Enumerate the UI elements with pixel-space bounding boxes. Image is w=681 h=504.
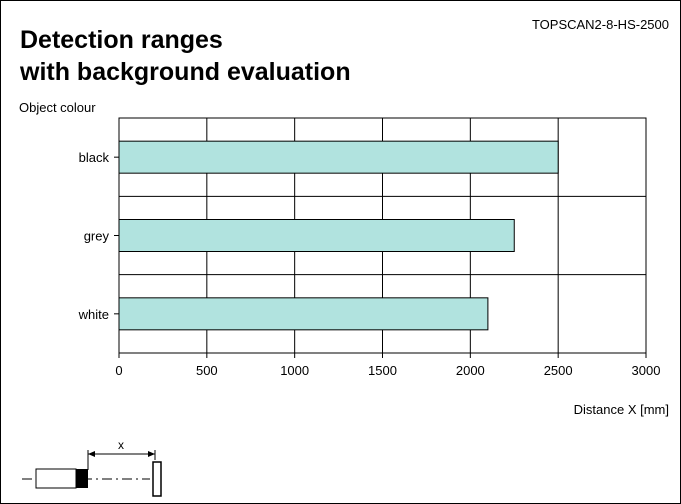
chart-title-line-1: Detection ranges (20, 26, 223, 54)
x-tick-label: 3000 (632, 363, 661, 378)
model-number: TOPSCAN2-8-HS-2500 (531, 17, 669, 32)
x-tick-label: 0 (115, 363, 122, 378)
y-axis-label: Object colour (19, 100, 96, 115)
target-object-icon (152, 461, 162, 497)
x-axis-label: Distance X [mm] (573, 402, 669, 417)
bar-black (118, 140, 559, 174)
bar-grey (118, 219, 515, 252)
sketch-arrow-left-icon (88, 451, 95, 457)
x-tick-label: 2500 (544, 363, 573, 378)
x-tick-label: 1500 (368, 363, 397, 378)
y-tick-label: white (78, 307, 109, 322)
y-tick-label: grey (84, 229, 110, 244)
sensor-body-icon (35, 468, 77, 489)
y-tick-label: black (79, 150, 110, 165)
x-tick-label: 500 (196, 363, 218, 378)
sensor-lens-icon (76, 469, 88, 488)
x-tick-label: 2000 (456, 363, 485, 378)
bar-white (118, 297, 489, 331)
sketch-arrow-right-icon (148, 451, 155, 457)
sketch-label: x (118, 438, 124, 452)
x-tick-label: 1000 (280, 363, 309, 378)
chart-title: Detection ranges with background evaluat… (20, 24, 351, 88)
chart-title-line-2: with background evaluation (20, 58, 351, 86)
